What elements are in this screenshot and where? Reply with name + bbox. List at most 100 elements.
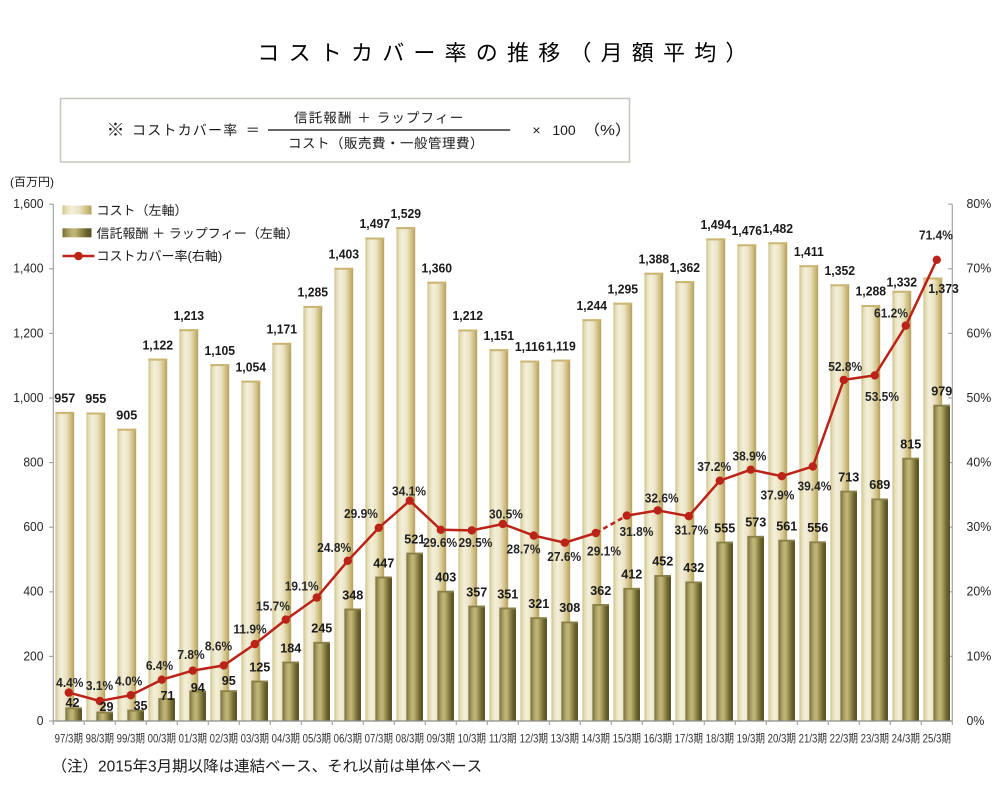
svg-text:1,171: 1,171 <box>267 322 298 336</box>
svg-text:コスト（左軸）: コスト（左軸） <box>97 203 188 218</box>
svg-text:362: 362 <box>590 583 611 598</box>
svg-text:21/3期: 21/3期 <box>799 732 827 745</box>
svg-text:00/3期: 00/3期 <box>148 732 176 745</box>
svg-text:信託報酬 ＋ ラップフィー: 信託報酬 ＋ ラップフィー <box>294 110 464 125</box>
svg-text:39.4%: 39.4% <box>797 479 831 494</box>
svg-text:1,362: 1,362 <box>670 260 701 274</box>
svg-text:713: 713 <box>838 469 859 484</box>
svg-text:955: 955 <box>85 391 106 406</box>
svg-text:1,119: 1,119 <box>546 339 576 353</box>
svg-text:1,497: 1,497 <box>360 217 391 231</box>
svg-text:28.7%: 28.7% <box>507 542 541 557</box>
svg-text:7.8%: 7.8% <box>177 648 204 663</box>
svg-text:600: 600 <box>23 520 43 534</box>
svg-text:37.2%: 37.2% <box>697 459 731 474</box>
svg-text:09/3期: 09/3期 <box>427 732 455 745</box>
svg-text:30.5%: 30.5% <box>489 507 523 522</box>
svg-text:信託報酬 ＋ ラップフィー（左軸）: 信託報酬 ＋ ラップフィー（左軸） <box>97 226 299 241</box>
svg-text:0: 0 <box>37 714 44 728</box>
svg-text:556: 556 <box>807 520 828 535</box>
svg-text:22/3期: 22/3期 <box>830 732 858 745</box>
svg-text:34.1%: 34.1% <box>392 484 426 499</box>
svg-text:38.9%: 38.9% <box>732 449 766 464</box>
svg-text:905: 905 <box>116 407 137 422</box>
svg-text:08/3期: 08/3期 <box>396 732 424 745</box>
svg-text:25/3期: 25/3期 <box>923 732 951 745</box>
svg-text:※: ※ <box>107 120 125 140</box>
svg-text:412: 412 <box>621 566 642 581</box>
svg-text:35: 35 <box>133 698 147 713</box>
svg-text:コスト（販売費・一般管理費）: コスト（販売費・一般管理費） <box>288 136 484 151</box>
svg-text:348: 348 <box>342 587 363 602</box>
svg-text:1,332: 1,332 <box>887 275 918 289</box>
svg-text:15/3期: 15/3期 <box>613 732 641 745</box>
svg-text:53.5%: 53.5% <box>865 389 899 404</box>
svg-text:403: 403 <box>435 569 456 584</box>
svg-text:555: 555 <box>714 520 735 535</box>
svg-text:19/3期: 19/3期 <box>737 732 765 745</box>
svg-text:20/3期: 20/3期 <box>768 732 796 745</box>
svg-text:＝: ＝ <box>246 122 260 138</box>
svg-text:400: 400 <box>23 584 43 598</box>
svg-text:1,054: 1,054 <box>236 360 267 374</box>
svg-text:60%: 60% <box>967 326 992 340</box>
svg-text:1,600: 1,600 <box>13 197 43 211</box>
svg-text:800: 800 <box>23 455 43 469</box>
svg-text:80%: 80% <box>967 197 992 211</box>
svg-text:71.4%: 71.4% <box>919 228 953 243</box>
svg-text:1,388: 1,388 <box>639 252 670 266</box>
svg-text:40%: 40% <box>967 455 992 469</box>
svg-text:1,000: 1,000 <box>13 391 43 405</box>
svg-text:コストカバー率(右軸): コストカバー率(右軸) <box>97 249 223 264</box>
svg-text:（注）2015年3月期以降は連結ベース、それ以前は単体ベース: （注）2015年3月期以降は連結ベース、それ以前は単体ベース <box>52 758 483 776</box>
svg-text:1,373: 1,373 <box>928 282 959 296</box>
svg-text:10/3期: 10/3期 <box>458 732 486 745</box>
svg-text:37.9%: 37.9% <box>760 488 794 503</box>
svg-text:52.8%: 52.8% <box>828 360 862 375</box>
svg-text:24/3期: 24/3期 <box>892 732 920 745</box>
svg-text:（%）: （%） <box>583 122 631 139</box>
svg-text:03/3期: 03/3期 <box>241 732 269 745</box>
svg-text:29.9%: 29.9% <box>344 507 378 522</box>
svg-text:573: 573 <box>745 514 766 529</box>
svg-text:6.4%: 6.4% <box>146 659 173 674</box>
svg-text:100: 100 <box>552 122 576 138</box>
svg-text:815: 815 <box>900 436 921 451</box>
svg-text:42: 42 <box>65 695 79 710</box>
svg-text:689: 689 <box>869 477 890 492</box>
svg-text:0%: 0% <box>967 714 985 728</box>
svg-text:1,295: 1,295 <box>608 282 639 296</box>
svg-text:04/3期: 04/3期 <box>272 732 300 745</box>
svg-text:06/3期: 06/3期 <box>334 732 362 745</box>
svg-text:1,360: 1,360 <box>422 261 453 275</box>
svg-text:1,285: 1,285 <box>298 285 329 299</box>
svg-text:13/3期: 13/3期 <box>551 732 579 745</box>
svg-text:07/3期: 07/3期 <box>365 732 393 745</box>
svg-text:1,200: 1,200 <box>13 326 43 340</box>
svg-text:70%: 70% <box>967 261 992 275</box>
svg-text:29.5%: 29.5% <box>458 536 492 551</box>
svg-text:29.6%: 29.6% <box>423 536 457 551</box>
svg-text:452: 452 <box>652 554 673 569</box>
svg-text:12/3期: 12/3期 <box>520 732 548 745</box>
svg-text:1,244: 1,244 <box>577 299 608 313</box>
svg-text:95: 95 <box>222 673 236 688</box>
svg-text:94: 94 <box>191 680 206 695</box>
svg-text:71: 71 <box>160 688 174 703</box>
svg-text:125: 125 <box>249 659 270 674</box>
svg-text:1,288: 1,288 <box>856 284 887 298</box>
svg-text:1,494: 1,494 <box>701 218 732 232</box>
svg-text:15.7%: 15.7% <box>256 599 290 614</box>
svg-text:29: 29 <box>99 699 113 714</box>
svg-text:321: 321 <box>528 596 549 611</box>
svg-text:447: 447 <box>373 555 394 570</box>
svg-text:11/3期: 11/3期 <box>489 732 517 745</box>
svg-text:18/3期: 18/3期 <box>706 732 734 745</box>
svg-text:(百万円): (百万円) <box>10 175 54 189</box>
svg-text:1,213: 1,213 <box>174 309 205 323</box>
svg-text:19.1%: 19.1% <box>285 579 319 594</box>
svg-text:×: × <box>532 122 540 138</box>
svg-text:3.1%: 3.1% <box>86 678 113 693</box>
svg-text:61.2%: 61.2% <box>874 306 908 321</box>
svg-text:184: 184 <box>280 640 302 655</box>
